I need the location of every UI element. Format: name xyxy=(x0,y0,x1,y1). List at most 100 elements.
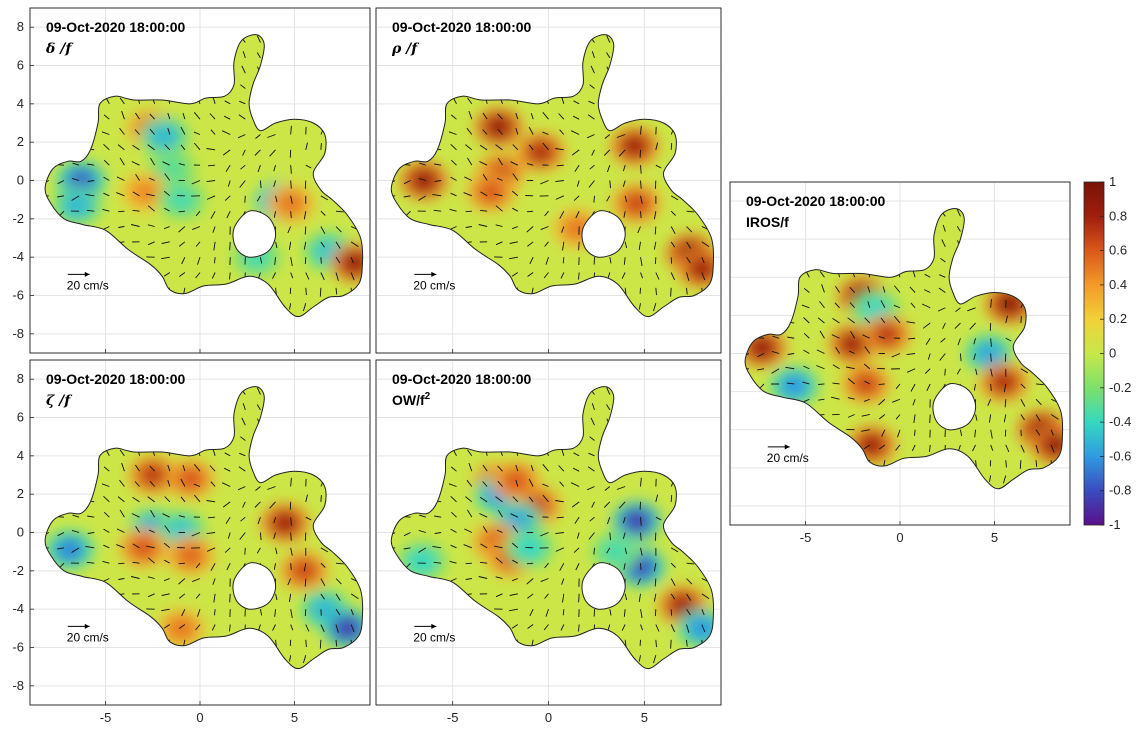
velocity-vector xyxy=(892,398,901,403)
velocity-vector xyxy=(956,225,961,232)
velocity-vector xyxy=(147,144,155,151)
velocity-vector xyxy=(237,486,246,491)
velocity-vector xyxy=(817,317,825,324)
velocity-vector xyxy=(350,241,359,247)
velocity-vector xyxy=(559,481,565,487)
velocity-vector xyxy=(555,532,564,535)
velocity-vector xyxy=(701,272,706,281)
velocity-vector xyxy=(989,475,992,482)
velocity-vector xyxy=(161,608,170,612)
velocity-vector xyxy=(335,639,338,647)
velocity-vector xyxy=(640,532,642,541)
velocity-vector xyxy=(803,287,810,293)
colorbar-tick-label: 0 xyxy=(1109,346,1116,361)
velocity-vector xyxy=(559,562,565,571)
velocity-vector xyxy=(640,195,643,204)
velocity-vector xyxy=(558,465,565,472)
velocity-vector xyxy=(240,516,246,522)
velocity-vector xyxy=(448,131,457,135)
velocity-vector xyxy=(973,353,976,361)
velocity-vector xyxy=(606,52,611,59)
velocity-vector xyxy=(450,544,457,549)
velocity-vector xyxy=(969,322,976,330)
velocity-vector xyxy=(593,195,595,203)
velocity-vector xyxy=(588,452,595,457)
velocity-vector xyxy=(891,353,901,358)
velocity-vector xyxy=(515,112,519,120)
velocity-vector xyxy=(545,257,549,265)
ow-panel-frame xyxy=(375,359,722,706)
velocity-vector xyxy=(225,516,231,524)
velocity-vector xyxy=(846,366,855,370)
velocity-vector xyxy=(256,195,261,202)
velocity-vector xyxy=(864,317,871,324)
velocity-vector xyxy=(335,256,341,264)
velocity-vector xyxy=(803,398,810,403)
domain-hole xyxy=(581,210,626,258)
rho-panel-frame xyxy=(375,7,722,354)
velocity-vector xyxy=(197,609,201,617)
velocity-vector xyxy=(449,208,457,212)
colorbar-tick-label: 1 xyxy=(1109,174,1116,189)
velocity-vector xyxy=(578,272,580,280)
velocity-vector xyxy=(161,241,170,244)
velocity-vector xyxy=(320,272,325,281)
field-blob xyxy=(166,186,197,213)
velocity-vector xyxy=(819,330,825,339)
velocity-vector xyxy=(463,544,472,549)
colorbar-tick-label: -0.4 xyxy=(1109,414,1131,429)
velocity-vector xyxy=(495,496,503,503)
domain-hole xyxy=(232,562,277,610)
velocity-vector xyxy=(290,517,292,526)
velocity-vector xyxy=(214,609,216,616)
velocity-vector xyxy=(275,241,278,249)
velocity-vector xyxy=(464,176,473,181)
velocity-vector xyxy=(192,578,201,583)
velocity-vector xyxy=(686,287,688,295)
y-tick-label: 0 xyxy=(17,173,24,188)
velocity-vector xyxy=(482,129,488,135)
velocity-vector xyxy=(468,110,473,120)
velocity-vector xyxy=(655,639,657,648)
velocity-vector xyxy=(434,515,442,518)
velocity-vector xyxy=(863,398,870,402)
field-blob xyxy=(54,537,85,563)
velocity-vector xyxy=(290,547,293,556)
velocity-vector xyxy=(167,464,171,472)
velocity-vector xyxy=(241,417,246,426)
zeta-panel: 20 cm/s 8 6 4 2 0 -2 -4 -6 -8 -5 0 5 09-Oct-2020 18:0… xyxy=(12,359,371,725)
field-blob xyxy=(686,255,714,282)
velocity-vector xyxy=(834,302,840,309)
velocity-vector xyxy=(638,303,641,310)
velocity-vector xyxy=(119,157,125,166)
velocity-vector xyxy=(320,593,325,600)
velocity-vector xyxy=(320,562,326,568)
velocity-vector xyxy=(925,338,931,345)
velocity-vector xyxy=(242,149,246,156)
velocity-vector xyxy=(589,516,595,522)
velocity-vector xyxy=(229,272,231,280)
velocity-vector xyxy=(575,562,580,571)
field-blob xyxy=(525,139,556,165)
ow-panel-title: 09-Oct-2020 18:00:00 xyxy=(392,371,532,387)
velocity-vector xyxy=(213,241,216,251)
velocity-vector xyxy=(803,317,810,324)
velocity-vector xyxy=(701,608,705,616)
velocity-vector xyxy=(403,532,411,537)
velocity-vector xyxy=(130,576,140,579)
colorbar-tick-label: -0.2 xyxy=(1109,380,1131,395)
velocity-vector xyxy=(134,481,140,487)
velocity-vector xyxy=(509,593,518,596)
velocity-vector xyxy=(450,466,457,472)
velocity-vector xyxy=(510,161,519,166)
velocity-vector xyxy=(606,195,611,202)
velocity-vector xyxy=(320,624,325,633)
field-blob xyxy=(166,615,197,642)
velocity-vector xyxy=(757,368,765,371)
velocity-vector xyxy=(164,496,171,503)
velocity-vector xyxy=(419,514,426,518)
velocity-vector xyxy=(467,509,473,518)
velocity-vector xyxy=(879,444,886,450)
velocity-vector xyxy=(432,545,442,549)
velocity-vector xyxy=(906,321,916,324)
